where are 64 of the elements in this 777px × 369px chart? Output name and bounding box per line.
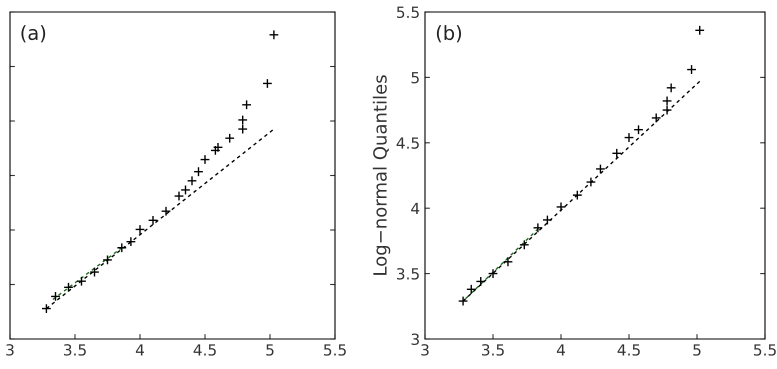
x-tick-label: 4 — [556, 344, 566, 356]
point — [662, 96, 672, 106]
point — [148, 215, 158, 226]
point — [612, 148, 622, 158]
point — [633, 124, 644, 135]
point — [488, 268, 498, 279]
x-tick-label: 4.5 — [194, 344, 216, 356]
point — [238, 114, 248, 126]
y-tick-label: 5 — [412, 72, 419, 84]
point — [686, 64, 697, 75]
point — [200, 154, 210, 165]
y-tick-label: 4 — [411, 202, 420, 214]
point — [624, 132, 634, 143]
point — [662, 105, 672, 116]
point — [694, 25, 705, 36]
point — [102, 254, 113, 265]
point — [50, 291, 61, 302]
x-tick-label: 3.5 — [64, 344, 86, 356]
annotation: (a) — [21, 25, 46, 42]
y-axis-title: Log−normal Quantiles — [372, 75, 390, 275]
point — [193, 166, 204, 177]
point — [186, 176, 198, 186]
point — [476, 276, 486, 287]
point — [572, 190, 582, 200]
x-tick-label: 3 — [421, 344, 429, 356]
point — [651, 112, 662, 124]
point — [666, 82, 676, 93]
point — [502, 256, 514, 267]
point — [532, 222, 543, 233]
x-tick-label: 5 — [266, 344, 274, 356]
x-tick-label: 3.5 — [482, 344, 504, 356]
x-tick-label: 5 — [693, 344, 701, 356]
x-tick-label: 5.5 — [754, 344, 776, 356]
x-tick-label: 4 — [136, 344, 144, 356]
point — [238, 124, 248, 134]
point — [63, 282, 74, 292]
point — [556, 202, 566, 212]
y-tick-label: 4.5 — [396, 137, 419, 149]
x-tick-label: 4.5 — [618, 344, 640, 356]
annotation: (b) — [436, 25, 462, 42]
x-tick-label: 3 — [6, 344, 14, 356]
point — [262, 78, 272, 89]
point — [595, 164, 606, 174]
point — [134, 224, 146, 235]
y-tick-label: 5.5 — [397, 6, 419, 18]
y-tick-label: 3.5 — [397, 268, 419, 280]
point — [41, 303, 52, 314]
point — [160, 206, 172, 216]
point — [76, 276, 87, 286]
point — [268, 30, 279, 40]
point — [89, 266, 100, 278]
point — [242, 100, 252, 110]
point — [458, 296, 468, 306]
point — [224, 133, 235, 144]
point — [126, 236, 136, 247]
point — [212, 142, 224, 152]
point — [542, 214, 552, 226]
point — [210, 145, 220, 156]
y-tick-label: 3 — [412, 333, 419, 346]
point — [466, 284, 476, 294]
point — [586, 176, 596, 188]
point — [519, 240, 530, 250]
point — [116, 242, 127, 253]
x-tick-label: 5.5 — [324, 344, 346, 356]
